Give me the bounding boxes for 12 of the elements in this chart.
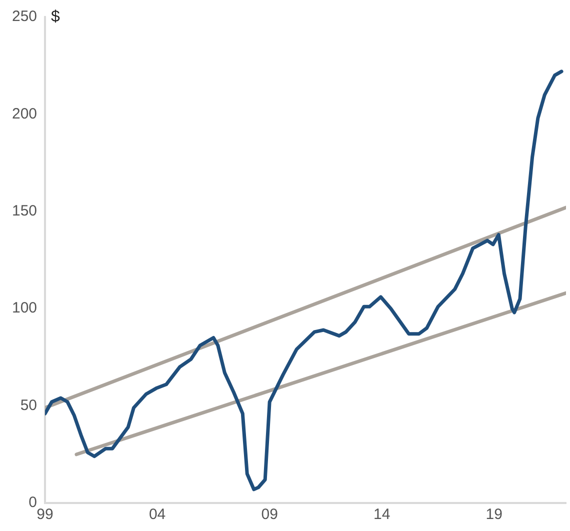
y-tick-label: 100: [12, 300, 38, 317]
x-tick-label: 99: [36, 506, 54, 524]
x-tick-label: 19: [486, 506, 502, 524]
y-tick-label: 50: [20, 396, 38, 414]
y-tick-label: 0: [28, 494, 38, 512]
y-tick-label: 150: [12, 202, 38, 220]
y-tick-label: 200: [12, 105, 38, 122]
x-tick-label: 14: [374, 506, 390, 524]
y-tick-label: 250: [12, 8, 38, 26]
x-tick-label: 04: [148, 506, 166, 524]
x-tick-label: 09: [261, 506, 278, 524]
y-axis-title: $: [51, 8, 60, 26]
